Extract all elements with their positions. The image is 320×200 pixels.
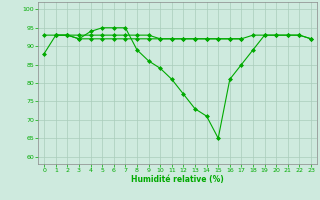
X-axis label: Humidité relative (%): Humidité relative (%) bbox=[131, 175, 224, 184]
